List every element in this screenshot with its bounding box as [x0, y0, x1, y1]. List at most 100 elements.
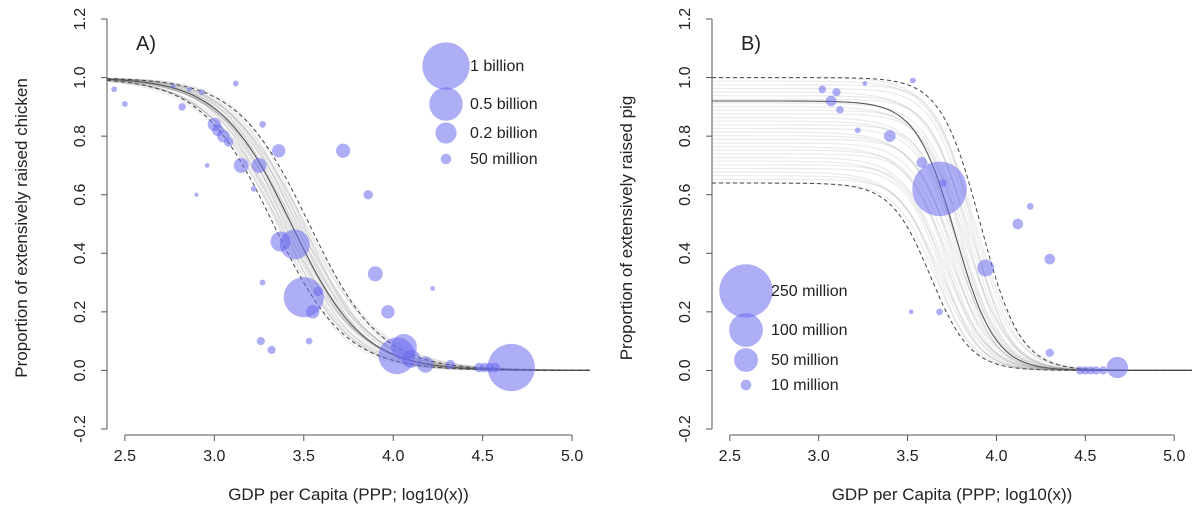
y-tick-label: 0.0	[72, 359, 89, 381]
legend-label: 10 million	[771, 377, 839, 394]
size-legend: 250 million 100 million 50 million 10 milli…	[719, 264, 847, 394]
y-tick-label: 1.0	[72, 66, 89, 88]
x-tick-label: 4.0	[985, 448, 1007, 465]
data-points	[111, 80, 535, 392]
y-tick-label: 0.6	[677, 183, 694, 205]
data-point	[909, 77, 916, 84]
data-point	[256, 337, 265, 346]
data-point	[381, 305, 395, 319]
data-point	[111, 86, 118, 93]
data-point	[939, 179, 947, 187]
data-point	[336, 143, 351, 158]
bootstrap-curve	[106, 77, 590, 371]
data-point	[121, 101, 128, 107]
data-point	[259, 279, 266, 286]
data-point	[977, 259, 995, 277]
data-point	[430, 286, 435, 291]
data-point	[825, 95, 837, 107]
x-tick-label: 2.5	[719, 448, 741, 465]
y-tick-label: 0.2	[72, 301, 89, 323]
y-tick-label: 1.2	[72, 8, 89, 30]
chart-panel-1: -0.2 0.0 0.2 0.4 0.6 0.8 1.0 1.2 2.5 3.0 3.5 4.0 4.5…	[12, 8, 591, 504]
y-tick-label: 0.8	[72, 125, 89, 147]
data-point	[279, 229, 310, 260]
data-point	[487, 343, 535, 392]
data-point	[178, 103, 186, 111]
legend-label: 100 million	[771, 322, 847, 339]
x-tick-label: 3.0	[203, 448, 225, 465]
legend-bubble	[719, 264, 773, 318]
data-point	[363, 189, 373, 200]
data-point	[1044, 253, 1056, 265]
y-tick-label: 1.0	[677, 66, 694, 88]
data-point	[306, 305, 320, 319]
panel-label: B)	[741, 33, 761, 55]
data-point	[916, 157, 928, 168]
data-point	[1012, 218, 1024, 230]
legend-bubble	[422, 42, 470, 90]
panel-label: A)	[136, 33, 156, 55]
data-point	[305, 337, 313, 345]
data-point	[1106, 356, 1129, 379]
x-tick-label: 3.5	[293, 448, 315, 465]
size-legend: 1 billion 0.5 billion 0.2 billion 50 millio…	[422, 42, 538, 168]
data-point	[223, 137, 234, 147]
y-tick-label: -0.2	[677, 415, 694, 443]
confidence-limit-lower	[712, 182, 1192, 371]
x-tick-label: 4.0	[382, 448, 404, 465]
x-tick-label: 2.5	[114, 448, 136, 465]
data-point	[1091, 366, 1101, 375]
legend-label: 0.5 billion	[470, 96, 538, 113]
x-tick-label: 5.0	[561, 448, 583, 465]
x-axis-title: GDP per Capita (PPP; log10(x))	[228, 485, 469, 504]
legend-bubble	[429, 87, 463, 121]
data-point	[198, 89, 205, 96]
data-point	[401, 349, 421, 368]
x-axis-title: GDP per Capita (PPP; log10(x))	[832, 485, 1073, 504]
legend-bubble	[740, 379, 752, 391]
y-tick-label: 1.2	[677, 8, 694, 30]
data-point	[1026, 203, 1034, 210]
legend-label: 50 million	[771, 352, 839, 369]
data-point	[259, 121, 266, 128]
data-point	[818, 85, 826, 94]
y-tick-label: 0.8	[677, 125, 694, 147]
legend-label: 1 billion	[470, 58, 524, 75]
legend-bubble	[435, 122, 457, 144]
y-tick-label: 0.4	[72, 242, 89, 264]
data-point	[367, 266, 383, 282]
y-tick-label: -0.2	[72, 415, 89, 443]
legend-label: 50 million	[470, 151, 538, 168]
data-point	[272, 144, 286, 158]
legend-bubble	[734, 348, 758, 372]
legend-bubble	[440, 153, 452, 165]
y-axis-title: Proportion of extensively raised pig	[617, 96, 636, 361]
x-tick-label: 3.0	[808, 448, 830, 465]
legend-label: 250 million	[771, 283, 847, 300]
data-point	[883, 130, 896, 142]
y-tick-label: 0.0	[677, 359, 694, 381]
y-tick-label: 0.2	[677, 301, 694, 323]
fitted-curve-band	[106, 77, 591, 371]
data-point	[194, 192, 199, 197]
data-point	[832, 88, 841, 97]
data-points	[818, 77, 1129, 379]
x-tick-label: 3.5	[896, 448, 918, 465]
data-point	[232, 80, 239, 87]
data-point	[912, 161, 967, 217]
data-point	[1045, 348, 1054, 357]
x-tick-label: 4.5	[1074, 448, 1096, 465]
data-point	[267, 345, 276, 355]
data-point	[854, 127, 861, 134]
x-tick-label: 5.0	[1163, 448, 1185, 465]
chart-panel-2: -0.2 0.0 0.2 0.4 0.6 0.8 1.0 1.2 2.5 3.0 3.5 4.0 4.5…	[617, 8, 1192, 504]
data-point	[936, 308, 943, 316]
data-point	[445, 359, 456, 370]
legend-label: 0.2 billion	[470, 125, 538, 142]
y-tick-label: 0.4	[677, 242, 694, 264]
data-point	[170, 83, 176, 89]
x-tick-label: 4.5	[472, 448, 494, 465]
data-point	[908, 309, 914, 315]
